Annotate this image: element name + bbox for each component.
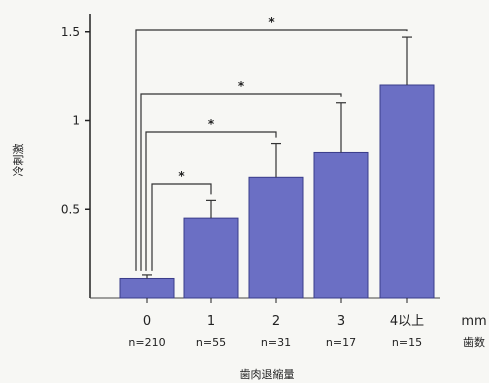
- y-tick-label: 1.5: [61, 25, 80, 39]
- bar: [119, 277, 175, 299]
- significance-star: *: [238, 79, 245, 93]
- bar: [313, 151, 369, 299]
- significance-bracket: [145, 131, 277, 271]
- significance-bracket: [140, 93, 342, 271]
- x-tick-label: 0: [143, 314, 151, 329]
- n-label: n=15: [392, 336, 422, 349]
- n-unit-label: 歯数: [463, 336, 485, 349]
- significance-star: *: [178, 169, 185, 183]
- y-axis-label: 冷刺激: [11, 144, 25, 177]
- bar: [183, 217, 239, 299]
- y-tick-label: 0.5: [61, 202, 80, 216]
- x-axis-label: 歯肉退縮量: [240, 367, 295, 381]
- significance-bracket: [151, 183, 212, 271]
- x-tick-label: 1: [207, 314, 215, 329]
- x-tick-label: 4以上: [390, 314, 424, 329]
- n-label: n=31: [261, 336, 291, 349]
- chart-marks: 0.5 1 1.5 0 n=210 1 n=55 2 n=31 3 n=17 4以上 n=15 * * * *: [61, 14, 440, 349]
- x-tick-label: 2: [272, 314, 280, 329]
- x-unit-label: mm: [461, 314, 486, 329]
- bar: [248, 176, 304, 299]
- significance-star: *: [208, 117, 215, 131]
- bar: [379, 84, 435, 299]
- significance-star: *: [268, 15, 275, 29]
- n-label: n=17: [326, 336, 356, 349]
- significance-bracket: [135, 29, 408, 271]
- n-label: n=55: [196, 336, 226, 349]
- y-tick-label: 1: [72, 114, 80, 128]
- n-label: n=210: [128, 336, 165, 349]
- x-tick-label: 3: [337, 314, 345, 329]
